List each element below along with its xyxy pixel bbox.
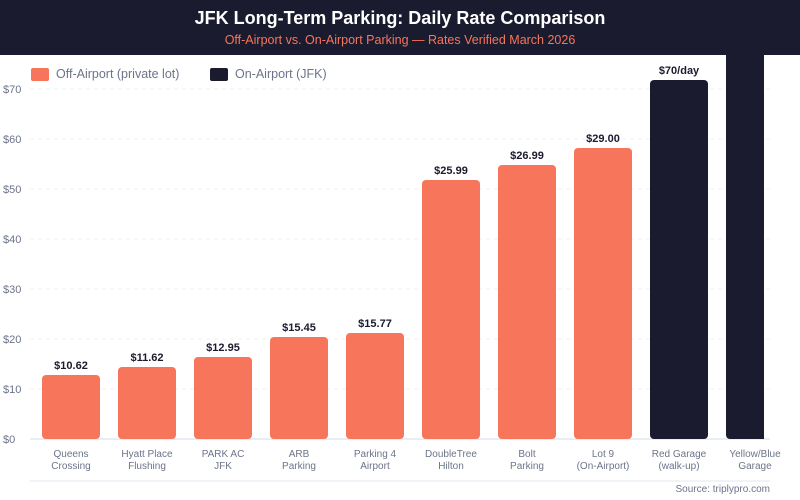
legend-swatch-on-airport: [210, 67, 228, 81]
x-tick-label: Lot 9: [592, 449, 615, 460]
x-tick-label: Flushing: [128, 461, 166, 472]
y-tick-label: $40: [3, 234, 21, 246]
bar-yellow-blue-garage: [726, 40, 764, 439]
bar-red-garage-walk-up-: [650, 80, 708, 439]
x-tick-label: Garage: [738, 461, 772, 472]
bar-arb-parking: [270, 337, 328, 439]
data-label: $10.62: [54, 360, 88, 372]
legend-item-off-airport: Off-Airport (private lot): [31, 67, 179, 81]
y-tick-label: $10: [3, 384, 21, 396]
x-tick-label: Yellow/Blue: [729, 449, 781, 460]
chart-title: JFK Long-Term Parking: Daily Rate Compar…: [194, 8, 606, 28]
x-tick-label: Queens: [53, 449, 88, 460]
data-label: $15.45: [282, 322, 316, 334]
x-tick-label: (On-Airport): [577, 461, 630, 472]
x-tick-label: JFK: [214, 461, 232, 472]
bar-doubletree-hilton: [422, 180, 480, 439]
bar-hyatt-place-flushing: [118, 367, 176, 439]
x-tick-label: Crossing: [51, 461, 90, 472]
legend-label: On-Airport (JFK): [235, 67, 327, 81]
y-tick-label: $60: [3, 134, 21, 146]
bar-parking-4-airport: [346, 333, 404, 439]
legend-label: Off-Airport (private lot): [56, 67, 180, 81]
y-tick-label: $30: [3, 284, 21, 296]
x-tick-label: DoubleTree: [425, 449, 477, 460]
legend-item-on-airport: On-Airport (JFK): [210, 67, 327, 81]
chart-subtitle: Off-Airport vs. On-Airport Parking — Rat…: [224, 33, 576, 47]
x-tick-label: Red Garage: [652, 449, 707, 460]
bar-lot-9-on-airport-: [574, 148, 632, 439]
y-tick-label: $0: [3, 434, 15, 446]
bar-bolt-parking: [498, 165, 556, 439]
x-tick-label: Parking: [282, 461, 316, 472]
x-tick-label: ARB: [289, 449, 310, 460]
bar-queens-crossing: [42, 375, 100, 439]
data-label: $70/day: [659, 65, 700, 77]
x-tick-label: Parking: [510, 461, 544, 472]
x-tick-label: Hilton: [438, 461, 464, 472]
x-tick-label: Hyatt Place: [121, 449, 173, 460]
chart-header: JFK Long-Term Parking: Daily Rate Compar…: [0, 0, 800, 55]
data-label: $25.99: [434, 165, 468, 177]
x-tick-label: Parking 4: [354, 449, 397, 460]
data-label: $12.95: [206, 342, 240, 354]
y-tick-label: $20: [3, 334, 21, 346]
x-tick-label: (walk-up): [658, 461, 699, 472]
y-tick-label: $70: [3, 84, 21, 96]
x-tick-label: Airport: [360, 461, 390, 472]
bar-park-ac-jfk: [194, 357, 252, 439]
data-label: $11.62: [130, 352, 163, 364]
x-tick-label: PARK AC: [202, 449, 245, 460]
data-label: $15.77: [358, 318, 392, 330]
data-label: $26.99: [510, 150, 544, 162]
data-label: $29.00: [586, 133, 620, 145]
x-tick-label: Bolt: [518, 449, 535, 460]
source-note: Source: triplypro.com: [675, 484, 770, 495]
legend-swatch-off-airport: [31, 67, 49, 81]
y-tick-label: $50: [3, 184, 21, 196]
